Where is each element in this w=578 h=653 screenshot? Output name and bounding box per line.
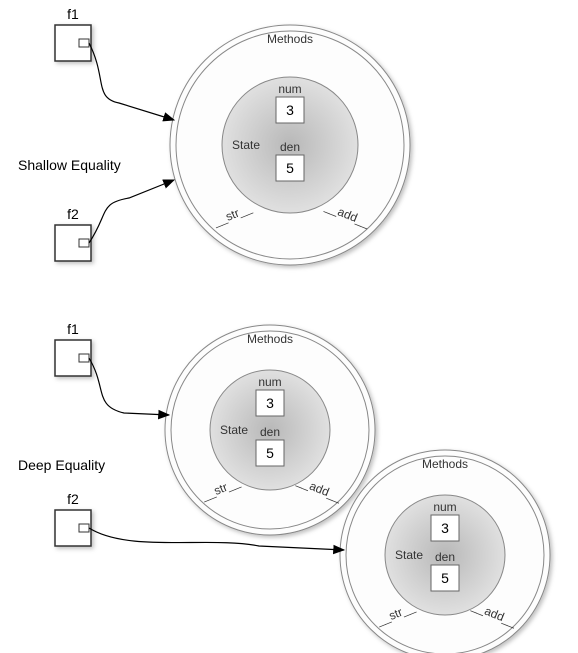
num-label: num xyxy=(278,82,301,96)
shallow-f1-ref-stub xyxy=(79,39,89,47)
deep-f1-ref-label: f1 xyxy=(67,321,79,337)
state-label: State xyxy=(220,423,248,437)
deep-f1-arrow xyxy=(89,358,169,415)
den-label: den xyxy=(435,550,455,564)
deep-f1-ref: f1 xyxy=(55,321,91,376)
shallow-f2-ref-label: f2 xyxy=(67,206,79,222)
methods-label: Methods xyxy=(422,457,468,471)
object-instance: MethodsStatenum3den5__str____add__ xyxy=(340,450,550,653)
methods-label: Methods xyxy=(267,32,313,46)
shallow-f2-ref: f2 xyxy=(55,206,91,261)
shallow-f1-ref: f1 xyxy=(55,6,91,61)
deep-f2-ref-label: f2 xyxy=(67,491,79,507)
den-value: 5 xyxy=(441,570,449,586)
shallow-equality-label: Shallow Equality xyxy=(18,157,121,173)
num-value: 3 xyxy=(266,395,274,411)
den-value: 5 xyxy=(266,445,274,461)
num-label: num xyxy=(433,500,456,514)
shallow-f2-arrow xyxy=(89,180,174,243)
num-value: 3 xyxy=(441,520,449,536)
state-label: State xyxy=(395,548,423,562)
deep-f1-ref-stub xyxy=(79,354,89,362)
deep-f2-ref: f2 xyxy=(55,491,91,546)
den-label: den xyxy=(260,425,280,439)
num-value: 3 xyxy=(286,102,294,118)
shallow-f2-ref-stub xyxy=(79,239,89,247)
methods-label: Methods xyxy=(247,332,293,346)
den-label: den xyxy=(280,140,300,154)
state-label: State xyxy=(232,138,260,152)
object-instance: MethodsStatenum3den5__str____add__ xyxy=(165,325,375,535)
shallow-f1-ref-label: f1 xyxy=(67,6,79,22)
deep-f2-arrow xyxy=(89,528,344,550)
den-value: 5 xyxy=(286,160,294,176)
shallow-f1-arrow xyxy=(89,43,174,120)
object-instance: MethodsStatenum3den5__str____add__ xyxy=(170,25,410,265)
deep-f2-ref-stub xyxy=(79,524,89,532)
num-label: num xyxy=(258,375,281,389)
deep-equality-label: Deep Equality xyxy=(18,457,105,473)
